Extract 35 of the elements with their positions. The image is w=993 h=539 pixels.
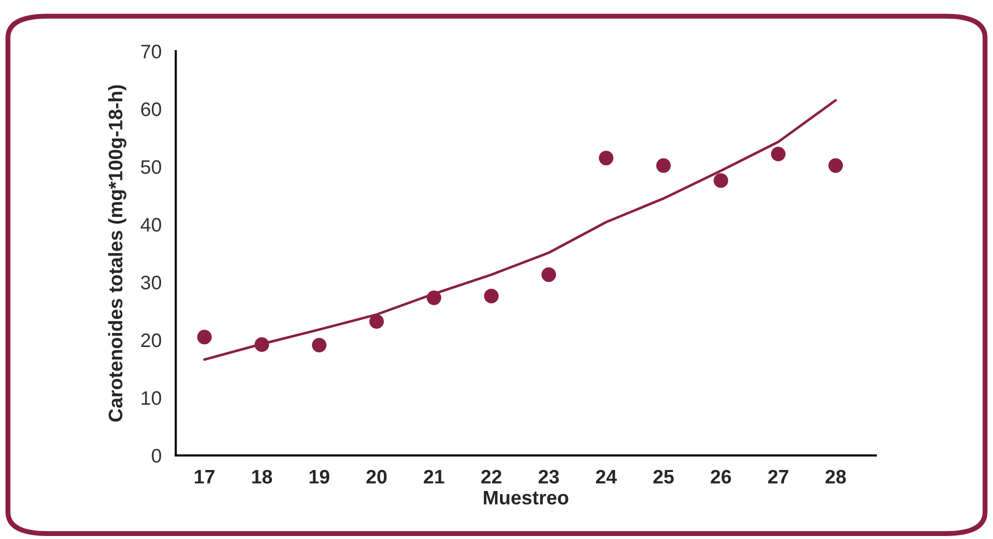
point xyxy=(714,173,728,188)
x-tick-label: 27 xyxy=(768,470,788,484)
point xyxy=(484,288,499,304)
x-tick-label: 22 xyxy=(481,470,502,484)
y-tick-label: 60 xyxy=(141,102,162,116)
y-tick-label: 30 xyxy=(140,276,162,290)
x-tick-label: 18 xyxy=(252,470,272,484)
x-tick-label: 21 xyxy=(424,470,444,484)
line-series xyxy=(203,99,837,361)
point xyxy=(197,330,212,344)
point xyxy=(598,150,614,166)
y-tick-label: 70 xyxy=(141,44,162,58)
x-tick-label: 23 xyxy=(538,470,559,484)
y-tick-label: 50 xyxy=(141,160,162,174)
point xyxy=(369,314,384,329)
y-tick-label: 10 xyxy=(142,391,162,405)
x-tick-label: 26 xyxy=(710,470,732,484)
x-tick-label: 28 xyxy=(826,470,846,484)
x-tick-label: 25 xyxy=(653,470,674,484)
point xyxy=(254,337,270,352)
x-tick-label: 20 xyxy=(366,470,387,484)
point xyxy=(312,338,326,352)
point xyxy=(541,267,556,282)
y-axis-title: Carotenoides totales (mg*100g-18-h) xyxy=(108,85,126,422)
x-tick-label: 24 xyxy=(596,470,617,484)
point xyxy=(770,146,786,162)
x-axis-title: Muestreo xyxy=(484,490,568,505)
x-tick-label: 19 xyxy=(310,470,330,484)
x-tick-label: 17 xyxy=(194,470,214,484)
y-tick-label: 20 xyxy=(141,333,162,348)
point xyxy=(656,158,671,173)
y-tick-label: 40 xyxy=(140,218,162,232)
point xyxy=(426,290,442,306)
point xyxy=(828,158,843,173)
y-tick-label: 0 xyxy=(152,448,162,463)
